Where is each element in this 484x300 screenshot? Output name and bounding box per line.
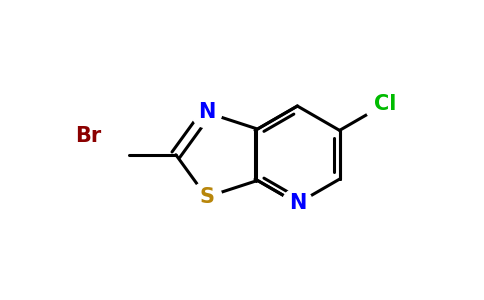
Circle shape xyxy=(69,116,108,156)
Circle shape xyxy=(282,188,313,219)
Text: S: S xyxy=(199,187,214,207)
Circle shape xyxy=(191,97,222,128)
Text: N: N xyxy=(198,103,215,122)
Circle shape xyxy=(365,84,405,124)
Circle shape xyxy=(191,182,222,212)
Text: N: N xyxy=(288,194,306,214)
Text: Cl: Cl xyxy=(374,94,396,114)
Text: Br: Br xyxy=(76,126,102,146)
